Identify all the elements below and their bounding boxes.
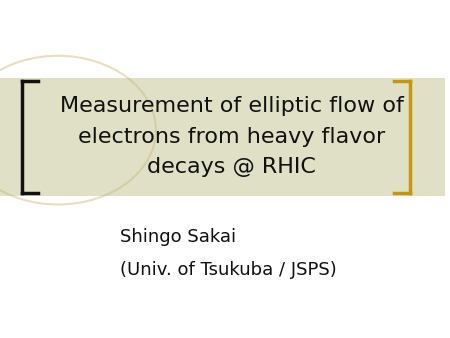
Text: Shingo Sakai: Shingo Sakai	[120, 227, 236, 246]
Text: Measurement of elliptic flow of: Measurement of elliptic flow of	[60, 96, 404, 117]
Text: electrons from heavy flavor: electrons from heavy flavor	[78, 127, 385, 147]
Text: decays @ RHIC: decays @ RHIC	[147, 157, 316, 177]
Text: (Univ. of Tsukuba / JSPS): (Univ. of Tsukuba / JSPS)	[120, 261, 337, 280]
Bar	[0, 78, 446, 196]
